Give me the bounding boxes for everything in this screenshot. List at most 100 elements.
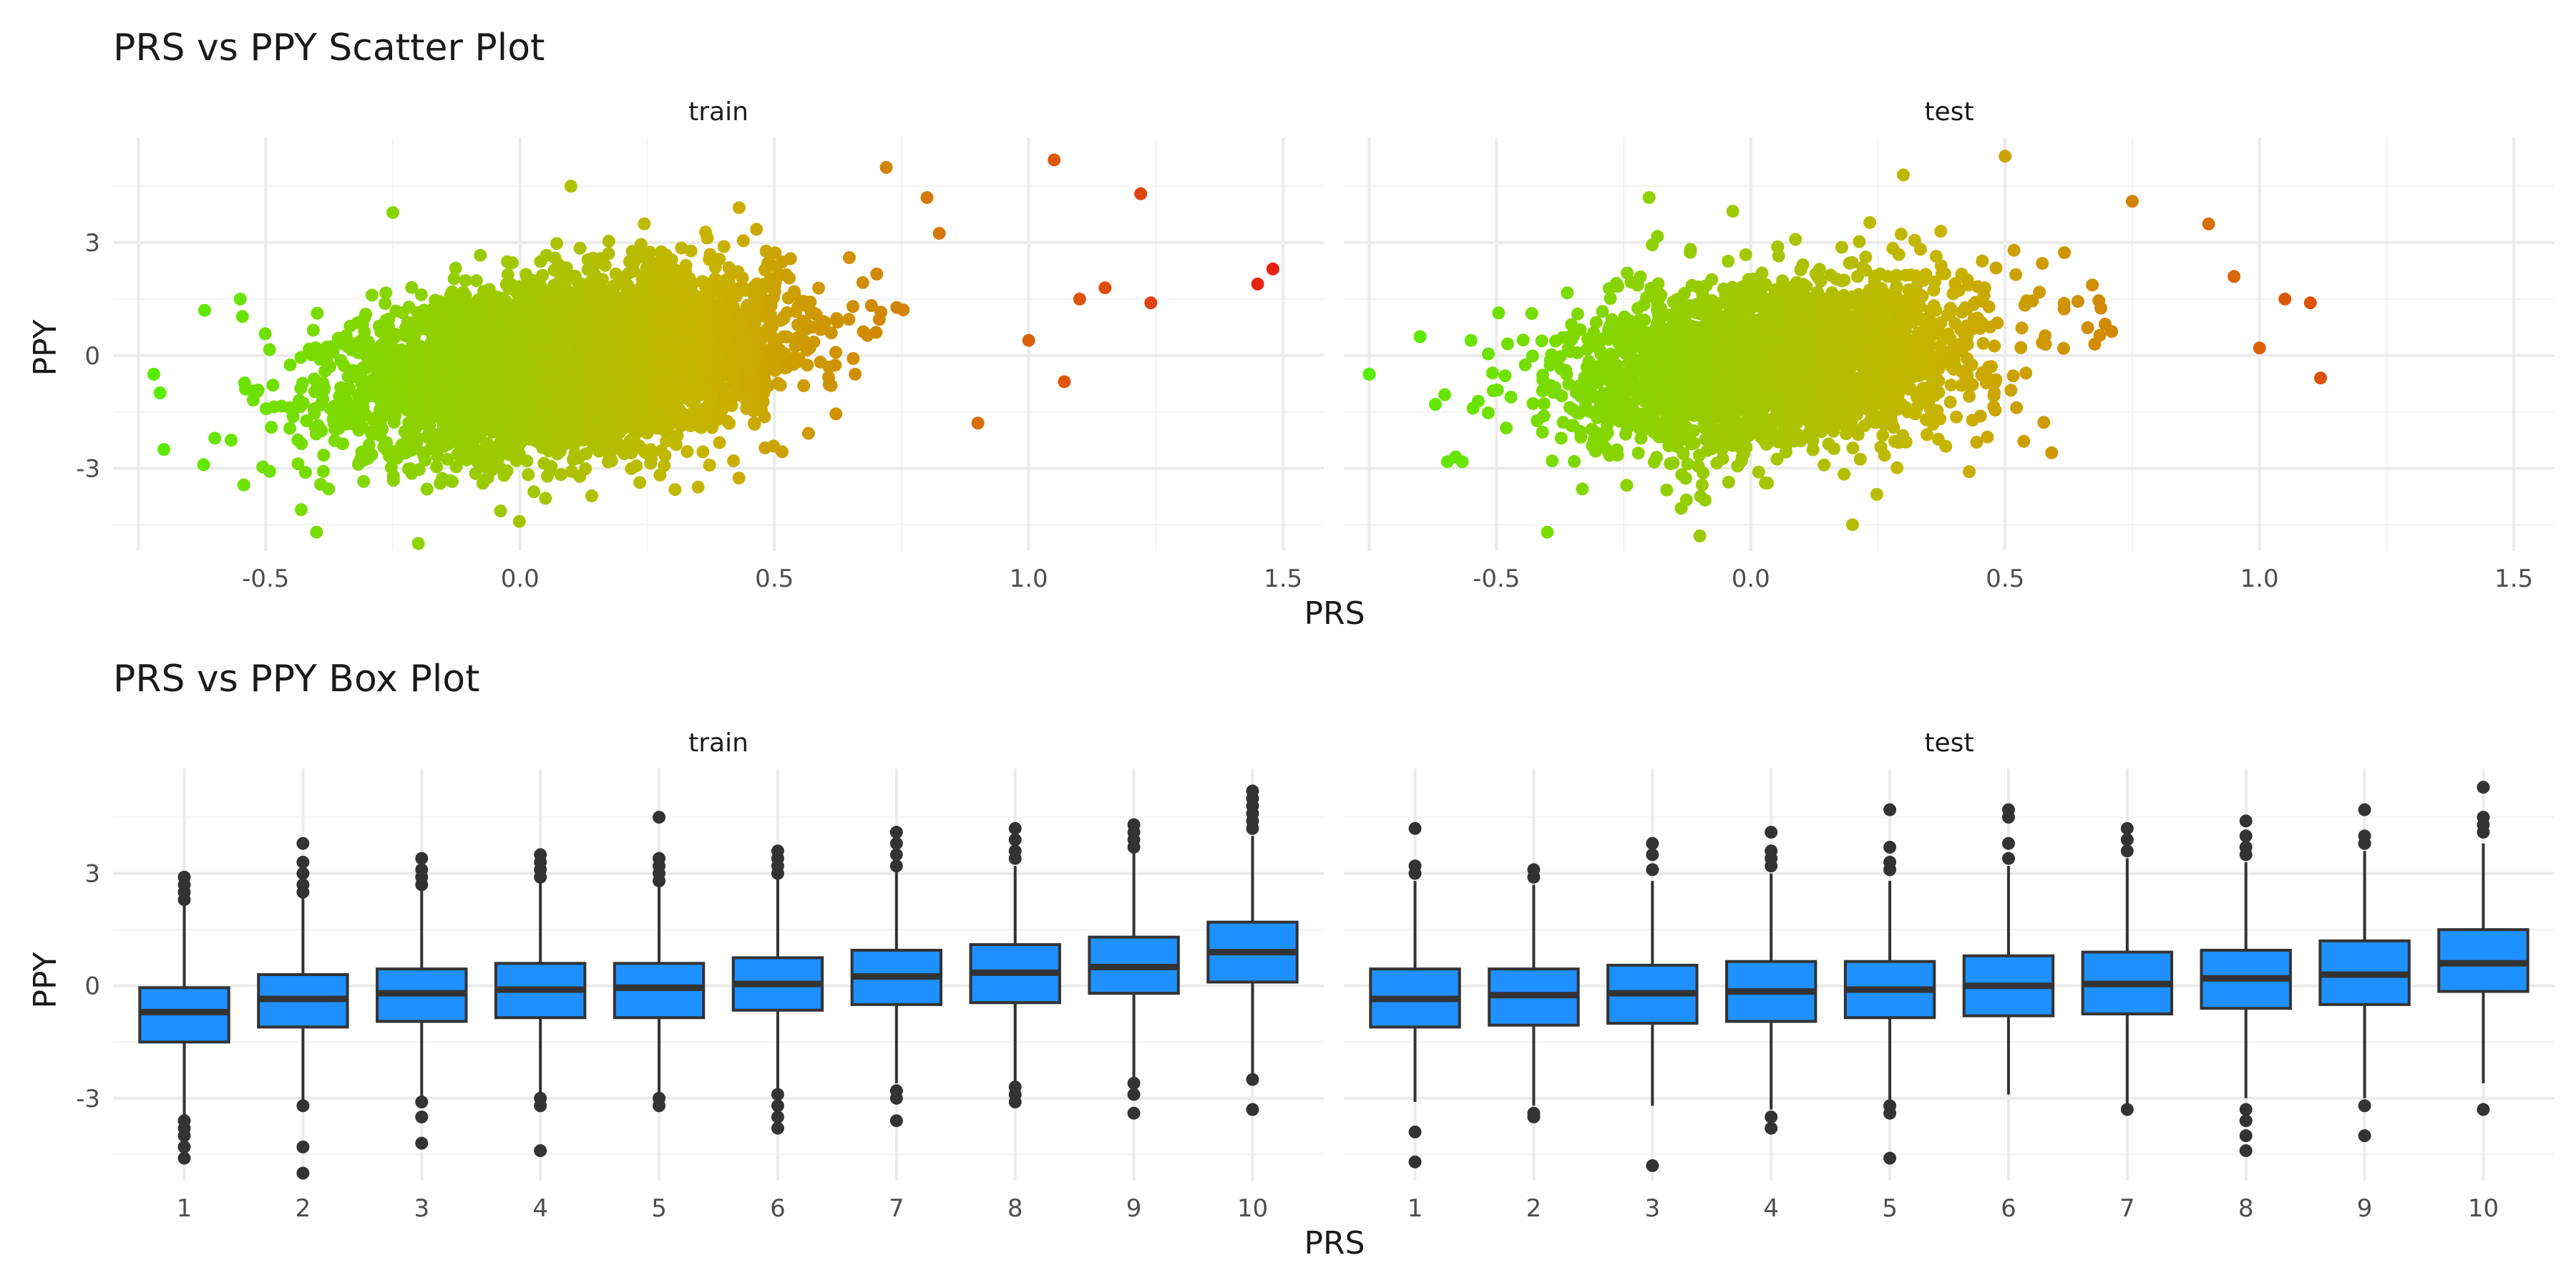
scatter-point bbox=[506, 256, 519, 270]
scatter-point bbox=[630, 459, 643, 473]
scatter-point bbox=[265, 421, 278, 434]
scatter-point bbox=[474, 248, 487, 262]
scatter-point bbox=[410, 435, 424, 449]
scatter-point bbox=[713, 253, 726, 266]
scatter-point bbox=[573, 242, 587, 255]
scatter-point bbox=[359, 308, 373, 321]
scatter-point bbox=[389, 328, 402, 341]
scatter-point bbox=[419, 454, 432, 467]
scatter-point bbox=[431, 449, 444, 463]
scatter-point bbox=[469, 467, 482, 480]
scatter-point bbox=[449, 261, 462, 275]
scatter-point bbox=[225, 434, 238, 447]
scatter-point bbox=[494, 504, 507, 518]
scatter-point bbox=[469, 274, 483, 288]
scatter-point bbox=[423, 418, 436, 431]
scatter-point bbox=[522, 468, 535, 482]
scatter-point bbox=[263, 464, 276, 478]
scatter-point bbox=[295, 437, 308, 450]
scatter-point bbox=[430, 460, 444, 474]
scatter-point bbox=[658, 449, 672, 462]
scatter-point bbox=[386, 469, 400, 483]
scatter-point bbox=[283, 421, 296, 435]
scatter-point bbox=[358, 325, 371, 338]
scatter-point bbox=[633, 476, 647, 489]
scatter-point bbox=[527, 485, 541, 499]
scatter-point bbox=[717, 240, 731, 253]
scatter-point bbox=[680, 445, 694, 459]
scatter-point bbox=[713, 436, 726, 449]
scatter-point bbox=[605, 454, 618, 467]
scatter-point bbox=[595, 273, 609, 286]
scatter-point bbox=[501, 268, 514, 281]
scatter-point bbox=[679, 258, 693, 272]
scatter-point bbox=[500, 464, 514, 478]
scatter-point bbox=[585, 489, 598, 502]
scatter-point bbox=[449, 460, 463, 474]
scatter-point bbox=[197, 458, 210, 472]
scatter-point bbox=[251, 384, 265, 397]
scatter-point bbox=[602, 247, 615, 260]
scatter-point bbox=[258, 327, 272, 341]
scatter-point bbox=[237, 478, 250, 492]
scatter-point bbox=[536, 268, 550, 282]
scatter-point bbox=[296, 396, 310, 410]
scatter-point bbox=[696, 445, 710, 459]
scatter-point bbox=[459, 274, 472, 288]
scatter-point bbox=[598, 258, 612, 272]
scatter-point bbox=[263, 343, 276, 356]
scatter-point bbox=[645, 452, 658, 466]
scatter-point bbox=[736, 234, 750, 248]
scatter-point bbox=[336, 437, 349, 451]
scatter-point bbox=[703, 459, 716, 472]
scatter-point bbox=[727, 454, 741, 467]
scatter-point bbox=[365, 288, 379, 302]
scatter-point bbox=[447, 272, 461, 286]
scatter-point bbox=[602, 235, 615, 248]
scatter-point bbox=[701, 231, 714, 245]
scatter-title: PRS vs PPY Scatter Plot bbox=[113, 26, 545, 69]
scatter-point bbox=[668, 483, 682, 497]
scatter-point bbox=[317, 449, 331, 462]
scatter-strip-test: test bbox=[1924, 97, 1974, 127]
scatter-point bbox=[296, 376, 309, 390]
scatter-point bbox=[362, 438, 376, 452]
scatter-point bbox=[283, 358, 297, 371]
scatter-point bbox=[316, 464, 330, 478]
scatter-point bbox=[318, 381, 331, 395]
scatter-point bbox=[306, 323, 320, 337]
scatter-point bbox=[414, 288, 428, 301]
scatter-point bbox=[153, 386, 167, 400]
scatter-point bbox=[286, 410, 300, 423]
scatter-point bbox=[322, 482, 336, 496]
scatter-point bbox=[357, 474, 371, 488]
scatter-point bbox=[315, 424, 328, 437]
scatter-point bbox=[736, 271, 749, 285]
scatter-point bbox=[365, 448, 379, 462]
scatter-point bbox=[723, 416, 736, 430]
scatter-point bbox=[643, 245, 657, 259]
scatter-point bbox=[732, 472, 746, 485]
scatter-point bbox=[405, 280, 419, 294]
scatter-point bbox=[323, 360, 336, 374]
scatter-point bbox=[266, 379, 280, 392]
scatter-point bbox=[294, 351, 308, 364]
scatter-point bbox=[420, 482, 434, 496]
scatter-point bbox=[441, 452, 454, 466]
scatter-point bbox=[235, 310, 249, 323]
scatter-point bbox=[579, 462, 592, 476]
scatter-point bbox=[412, 463, 426, 477]
scatter-point bbox=[379, 286, 393, 300]
scatter-point bbox=[311, 306, 324, 320]
scatter-panel-train bbox=[113, 137, 1324, 551]
scatter-point bbox=[446, 475, 459, 488]
scatter-point bbox=[291, 457, 305, 471]
scatter-point bbox=[732, 201, 746, 215]
scatter-strip-train: train bbox=[688, 97, 748, 127]
scatter-point bbox=[520, 454, 534, 468]
scatter-point bbox=[638, 217, 651, 230]
scatter-point bbox=[298, 466, 312, 479]
scatter-point bbox=[684, 244, 698, 258]
scatter-point bbox=[343, 381, 356, 395]
